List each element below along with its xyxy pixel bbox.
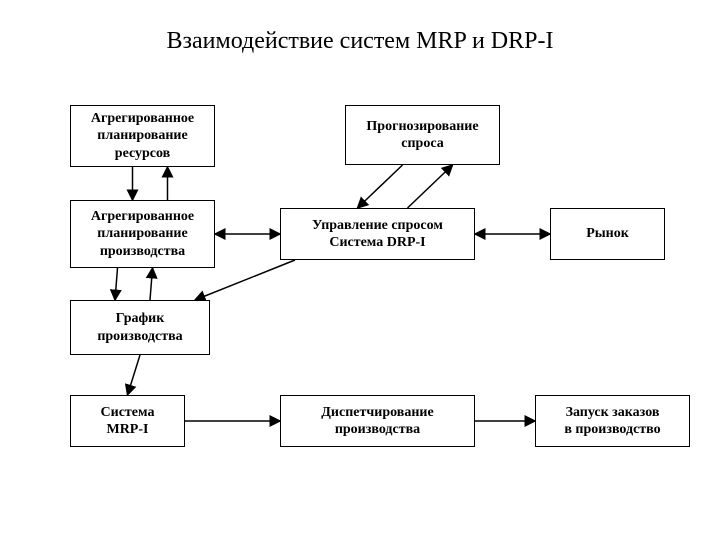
edge-n6-n7 bbox=[128, 355, 141, 395]
edge-n2-n4 bbox=[358, 165, 403, 208]
node-n1: Агрегированноепланированиересурсов bbox=[70, 105, 215, 167]
edge-n4-n2 bbox=[408, 165, 453, 208]
node-n8: Диспетчированиепроизводства bbox=[280, 395, 475, 447]
node-n5: Рынок bbox=[550, 208, 665, 260]
node-n2: Прогнозированиеспроса bbox=[345, 105, 500, 165]
node-n3: Агрегированноепланированиепроизводства bbox=[70, 200, 215, 268]
node-n9: Запуск заказовв производство bbox=[535, 395, 690, 447]
node-n6: Графикпроизводства bbox=[70, 300, 210, 355]
node-n7: СистемаMRP-I bbox=[70, 395, 185, 447]
node-n4: Управление спросомСистема DRP-I bbox=[280, 208, 475, 260]
diagram-edges bbox=[0, 0, 720, 540]
edge-n3-n6 bbox=[115, 268, 118, 300]
edge-n6-n3 bbox=[150, 268, 153, 300]
page-title: Взаимодействие систем MRP и DRP-I bbox=[0, 28, 720, 55]
